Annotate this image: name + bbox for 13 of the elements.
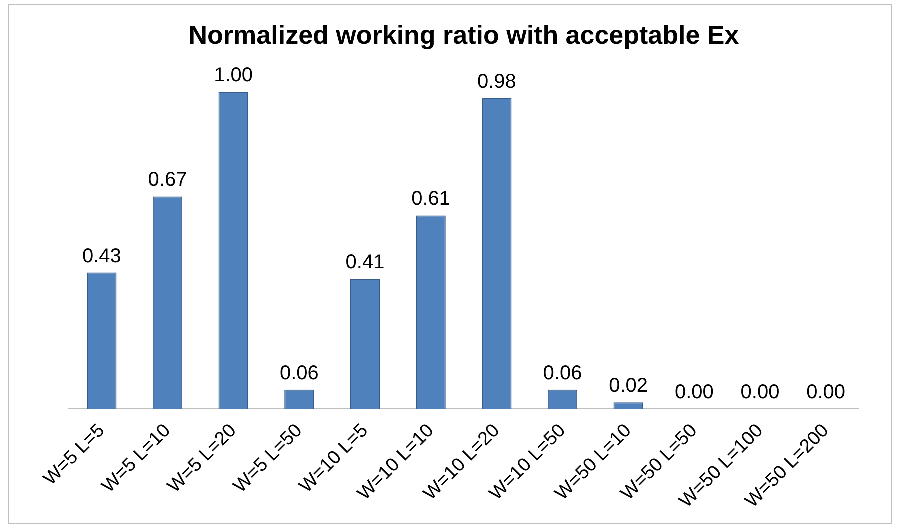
data-label: 0.02	[609, 375, 648, 398]
data-label: 1.00	[214, 64, 254, 87]
data-label: 0.61	[412, 188, 451, 210]
data-label: 0.00	[806, 381, 846, 404]
data-label: 0.98	[477, 71, 516, 94]
data-label: 0.06	[543, 362, 582, 384]
data-label: 0.00	[740, 381, 780, 404]
data-label: 0.06	[280, 362, 319, 384]
data-label: 0.67	[148, 169, 188, 192]
data-label: 0.43	[82, 245, 122, 268]
data-label: 0.00	[674, 381, 714, 404]
chart-title: Normalized working ratio with acceptable Ex	[188, 20, 740, 50]
data-label: 0.41	[346, 252, 385, 274]
